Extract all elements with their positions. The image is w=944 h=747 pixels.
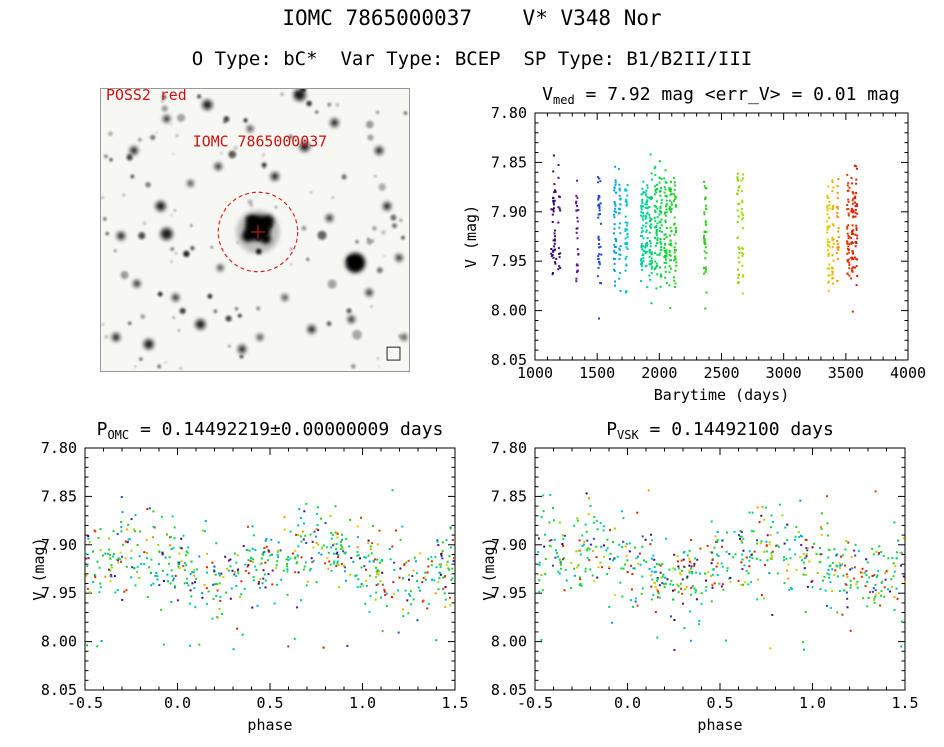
lightcurve-plot: 1000 1500 2000 2500 3000 3500 4000 7.80 7.85 7.90… — [462, 104, 926, 404]
svg-text:8.05: 8.05 — [491, 681, 527, 699]
fold-omc-plot: -0.5 0.0 0.5 1.0 1.5 7.80 7.85 7.90 7.95 8.00 8.05… — [30, 439, 469, 734]
svg-text:3500: 3500 — [828, 364, 864, 382]
svg-text:2000: 2000 — [641, 364, 677, 382]
svg-text:7.80: 7.80 — [491, 439, 527, 457]
svg-text:1000: 1000 — [517, 364, 553, 382]
fold-omc-title-main: P — [96, 419, 108, 440]
svg-text:7.95: 7.95 — [491, 252, 527, 270]
svg-text:7.95: 7.95 — [41, 584, 77, 602]
fold-omc-title-sub: OMC — [107, 428, 130, 442]
svg-text:1.0: 1.0 — [799, 694, 826, 712]
svg-text:3000: 3000 — [766, 364, 802, 382]
finder-target-label: IOMC 7865000037 — [193, 133, 327, 151]
svg-text:7.85: 7.85 — [491, 487, 527, 505]
svg-text:1.5: 1.5 — [891, 694, 918, 712]
svg-text:1.5: 1.5 — [441, 694, 468, 712]
lightcurve-title-main: V — [542, 84, 554, 105]
svg-text:phase: phase — [697, 716, 742, 734]
svg-text:8.00: 8.00 — [491, 633, 527, 651]
svg-text:2500: 2500 — [703, 364, 739, 382]
svg-text:4000: 4000 — [890, 364, 926, 382]
lightcurve-title: Vmed = 7.92 mag <err_V> = 0.01 mag — [481, 84, 944, 107]
page-title: IOMC 7865000037 V* V348 Nor — [282, 6, 662, 30]
lightcurve-title-sub: med — [553, 93, 575, 107]
svg-text:V (mag): V (mag) — [480, 537, 498, 600]
svg-text:8.00: 8.00 — [491, 302, 527, 320]
svg-text:-0.5: -0.5 — [67, 694, 103, 712]
finder-corner-label: POSS2 red — [106, 88, 187, 104]
svg-text:0.5: 0.5 — [706, 694, 733, 712]
svg-text:7.80: 7.80 — [41, 439, 77, 457]
fov-marker — [386, 346, 401, 361]
fold-omc-title-rest: = 0.14492219±0.00000009 days — [129, 419, 444, 440]
page-subtitle: O Type: bC* Var Type: BCEP SP Type: B1/B… — [191, 48, 753, 70]
svg-text:7.85: 7.85 — [491, 153, 527, 171]
svg-text:7.90: 7.90 — [41, 536, 77, 554]
svg-text:V (mag): V (mag) — [462, 205, 480, 268]
fold-omc-title: POMC = 0.14492219±0.00000009 days — [45, 419, 495, 442]
fold-vsk-title-rest: = 0.14492100 days — [638, 419, 834, 440]
svg-text:1500: 1500 — [579, 364, 615, 382]
fold-vsk-plot: -0.5 0.0 0.5 1.0 1.5 7.80 7.85 7.90 7.95 8.00 8.05… — [480, 439, 919, 734]
svg-text:7.90: 7.90 — [491, 203, 527, 221]
svg-text:phase: phase — [247, 716, 292, 734]
svg-text:-0.5: -0.5 — [517, 694, 553, 712]
svg-text:0.0: 0.0 — [614, 694, 641, 712]
svg-text:0.0: 0.0 — [164, 694, 191, 712]
svg-text:7.90: 7.90 — [491, 536, 527, 554]
svg-text:V (mag): V (mag) — [30, 537, 48, 600]
svg-text:8.00: 8.00 — [41, 633, 77, 651]
svg-text:0.5: 0.5 — [256, 694, 283, 712]
fold-vsk-title: PVSK = 0.14492100 days — [495, 419, 944, 442]
svg-text:Barytime (days): Barytime (days) — [654, 386, 789, 404]
svg-text:7.85: 7.85 — [41, 487, 77, 505]
svg-text:7.80: 7.80 — [491, 104, 527, 122]
finder-chart: POSS2 red IOMC 7865000037 — [100, 88, 410, 372]
lightcurve-title-rest: = 7.92 mag <err_V> = 0.01 mag — [574, 84, 900, 105]
svg-text:8.05: 8.05 — [491, 351, 527, 369]
svg-text:7.95: 7.95 — [491, 584, 527, 602]
fold-vsk-title-sub: VSK — [617, 428, 639, 442]
target-marker — [217, 191, 299, 273]
star-field — [101, 89, 408, 370]
svg-text:8.05: 8.05 — [41, 681, 77, 699]
svg-text:1.0: 1.0 — [349, 694, 376, 712]
fold-vsk-title-main: P — [606, 419, 618, 440]
